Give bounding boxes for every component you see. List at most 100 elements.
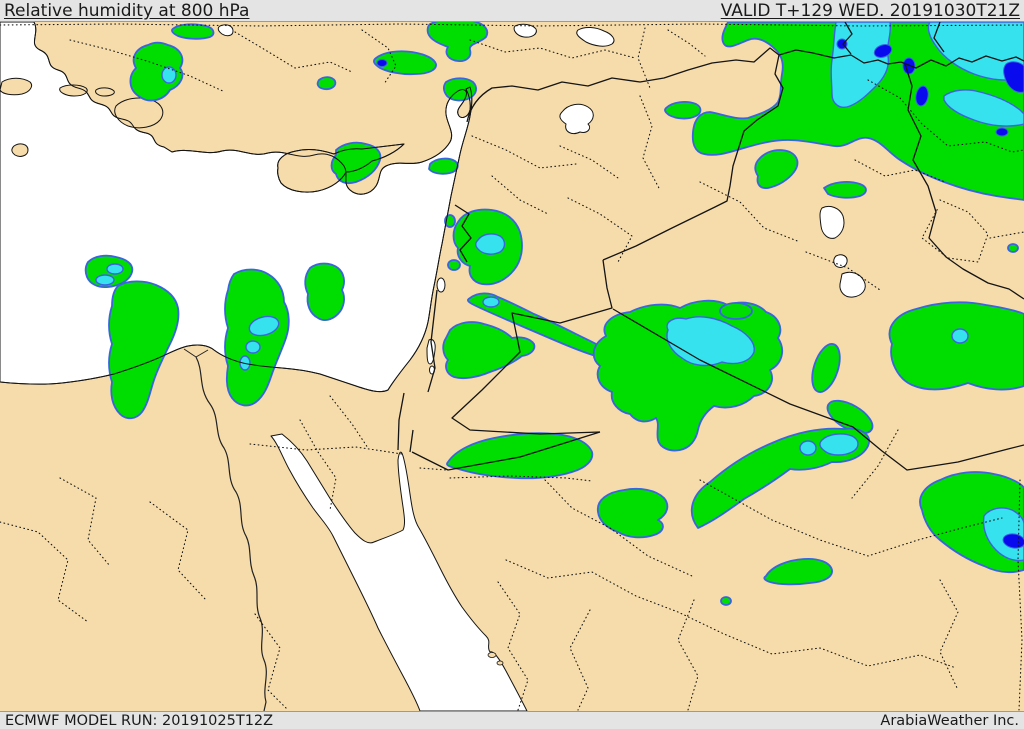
rh-blue-edge bbox=[1003, 61, 1024, 93]
rh-cyan-med-west bbox=[95, 274, 115, 286]
aegean-island bbox=[0, 77, 33, 96]
rh-blue-spot bbox=[902, 57, 916, 75]
lake-turkey-east bbox=[513, 23, 537, 38]
border-dotted bbox=[249, 443, 403, 455]
red-sea bbox=[270, 433, 528, 711]
footer-bar: ECMWF MODEL RUN: 20191025T12Z ArabiaWeat… bbox=[0, 711, 1024, 729]
border-dotted bbox=[989, 231, 1024, 239]
rh-blue-spot bbox=[915, 85, 929, 107]
rh-cyan-nw-iran bbox=[943, 89, 1024, 127]
border-turkey-south bbox=[466, 47, 1024, 123]
border-lebanon bbox=[454, 204, 472, 263]
rh-green-crescent bbox=[754, 149, 799, 189]
rh-green-south-iraq bbox=[690, 427, 870, 529]
border-dotted bbox=[867, 79, 1024, 153]
header-bar: Relative humidity at 800 hPa VALID T+129… bbox=[0, 0, 1024, 22]
rh-cyan-south-iraq bbox=[799, 440, 817, 456]
border-dotted bbox=[234, 31, 353, 73]
border-jordan-saudi-west bbox=[411, 431, 601, 471]
rh-green-small bbox=[444, 214, 456, 228]
rh-green-med-tall-2 bbox=[224, 268, 290, 407]
border-dotted bbox=[497, 581, 529, 711]
border-jordan-valley bbox=[427, 289, 438, 393]
rh-blue-taurus bbox=[376, 59, 388, 67]
border-dotted bbox=[69, 39, 226, 93]
rh-cyan-south-iraq bbox=[819, 433, 859, 456]
rh-green-sw-turkey bbox=[129, 41, 184, 102]
border-dotted bbox=[699, 479, 1003, 557]
rh-cyan-jordan bbox=[482, 296, 500, 308]
rh-green-med-tall-1 bbox=[108, 280, 180, 420]
border-israel-jordan-south bbox=[409, 429, 414, 453]
sea-of-galilee bbox=[436, 277, 446, 293]
coastline-overlay-mediterranean bbox=[0, 22, 473, 393]
rh-green-west-iran bbox=[888, 301, 1024, 391]
rh-blue-se-corner bbox=[1002, 533, 1024, 549]
rh-cyan-sw-turkey bbox=[161, 66, 177, 84]
rh-green-central-saudi bbox=[596, 487, 669, 539]
rh-cyan-med bbox=[248, 315, 280, 337]
rh-green-cyprus-east bbox=[330, 141, 382, 185]
border-dotted bbox=[59, 477, 111, 567]
border-dotted bbox=[0, 23, 1024, 27]
border-dotted bbox=[667, 29, 706, 57]
map-title: Relative humidity at 800 hPa bbox=[4, 0, 250, 21]
weather-map bbox=[0, 22, 1024, 711]
lake-iran-1 bbox=[819, 205, 845, 239]
rh-green-near-lakes bbox=[823, 181, 867, 199]
border-caucasus bbox=[842, 22, 853, 55]
rh-green-iraq-streak bbox=[811, 343, 841, 393]
rh-cyan-damascus bbox=[475, 233, 506, 255]
border-dotted bbox=[699, 181, 801, 243]
coastline-overlay-cyprus bbox=[277, 143, 405, 193]
lake-tuz bbox=[576, 27, 615, 47]
rh-cyan-west-iran bbox=[951, 328, 969, 344]
rh-blue-spot bbox=[995, 127, 1009, 137]
rh-cyan-med-west bbox=[106, 263, 124, 275]
border-egypt-israel bbox=[397, 392, 405, 451]
border-dotted bbox=[851, 429, 899, 499]
aegean-island bbox=[95, 87, 115, 97]
border-dotted bbox=[939, 579, 959, 691]
border-dotted bbox=[491, 175, 549, 215]
rh-green-banana-ne bbox=[664, 101, 702, 120]
border-dotted bbox=[854, 159, 946, 183]
lake-van bbox=[559, 103, 594, 135]
rh-green-banana-south bbox=[763, 557, 833, 586]
nile-river bbox=[195, 356, 267, 711]
rh-green-iraq-oval bbox=[719, 302, 753, 320]
rh-green-syria-coast bbox=[428, 157, 459, 175]
nile-delta-branch bbox=[183, 348, 197, 358]
border-dotted bbox=[921, 199, 989, 263]
rh-green-small bbox=[447, 259, 461, 271]
nile-delta-branch bbox=[195, 349, 209, 358]
border-jordan-saudi bbox=[451, 259, 613, 435]
rh-green-med-tall-3 bbox=[304, 262, 345, 321]
border-dotted bbox=[544, 479, 693, 577]
rh-green-taurus bbox=[373, 50, 437, 76]
rh-blue-spot bbox=[873, 44, 893, 58]
border-dotted bbox=[361, 29, 397, 85]
border-dotted bbox=[639, 95, 661, 191]
rh-green-northeast-system bbox=[691, 22, 1024, 201]
model-run-label: ECMWF MODEL RUN: 20191025T12Z bbox=[5, 712, 274, 729]
border-dotted bbox=[329, 395, 369, 449]
border-dotted bbox=[1017, 479, 1023, 711]
border-iraq-saudi bbox=[612, 308, 1024, 471]
border-dotted bbox=[254, 613, 289, 711]
border-syria-iraq bbox=[602, 54, 784, 261]
valid-time-label: VALID T+129 WED. 20191030T21Z bbox=[720, 0, 1020, 21]
rh-green-north-saudi bbox=[446, 432, 594, 480]
rh-green-south-levant bbox=[442, 321, 536, 380]
rh-green-small bbox=[171, 23, 215, 40]
aegean-island bbox=[59, 84, 88, 97]
rh-green-central-turkey bbox=[426, 22, 489, 63]
border-dotted bbox=[419, 467, 447, 471]
red-sea-island bbox=[487, 652, 497, 658]
rh-green-dot bbox=[1007, 243, 1019, 253]
brand-label: ArabiaWeather Inc. bbox=[880, 712, 1019, 729]
red-sea-island bbox=[496, 660, 504, 666]
border-dotted bbox=[569, 609, 591, 711]
rh-green-dot bbox=[720, 596, 732, 606]
aegean-island bbox=[11, 143, 29, 157]
